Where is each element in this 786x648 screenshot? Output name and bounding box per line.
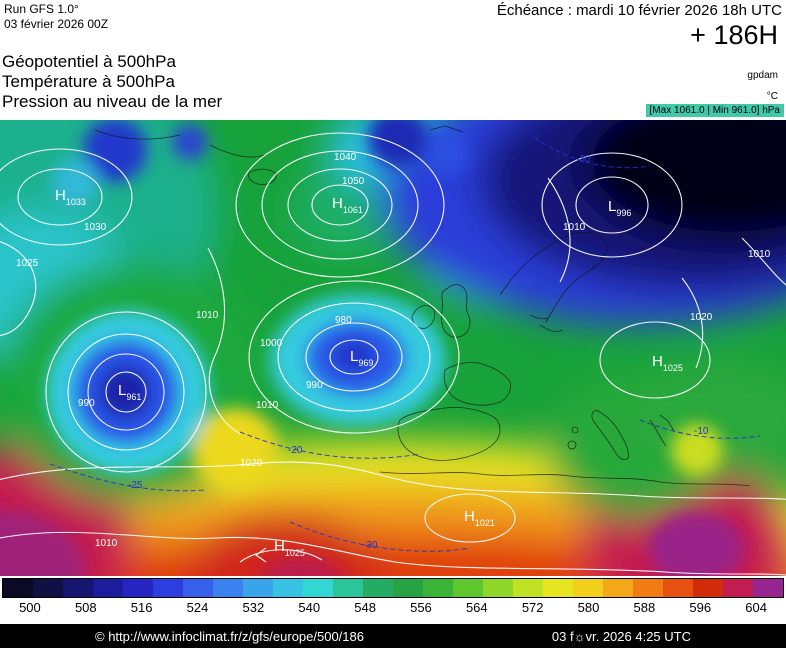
colorbar-cell <box>513 579 543 597</box>
colorbar-cell <box>63 579 93 597</box>
colorbar-label: 500 <box>19 599 41 615</box>
colorbar-cell <box>663 579 693 597</box>
isobar-label: 1010 <box>95 538 118 549</box>
param-temperature: Température à 500hPa <box>2 72 175 91</box>
colorbar-label: 588 <box>633 599 656 615</box>
unit-gpdam: gpdam <box>747 70 778 81</box>
colorbar-label: 596 <box>689 599 712 615</box>
temperature-label: -20 <box>288 445 303 456</box>
colorbar-cell <box>603 579 633 597</box>
valid-time: Échéance : mardi 10 février 2026 18h UTC <box>496 2 782 19</box>
generation-datetime: 03 f☼vr. 2026 4:25 UTC <box>551 628 691 644</box>
isobar-label: 1020 <box>240 458 263 469</box>
colorbar-cell <box>393 579 423 597</box>
minmax-pressure: [Max 1061.0 | Min 961.0] hPa <box>645 104 784 117</box>
colorbar-cell <box>543 579 573 597</box>
colorbar <box>2 578 784 598</box>
colorbar-cell <box>273 579 303 597</box>
colorbar-label: 540 <box>298 599 321 615</box>
colorbar-cell <box>33 579 63 597</box>
footer-bar: © http://www.infoclimat.fr/z/gfs/europe/… <box>0 624 786 648</box>
isobar-label: 980 <box>335 315 352 326</box>
isobar-label: 1010 <box>748 249 771 260</box>
colorbar-cell <box>213 579 243 597</box>
isobar-label: 1020 <box>690 312 713 323</box>
colorbar-cell <box>453 579 483 597</box>
colorbar-cell <box>93 579 123 597</box>
temperature-label: -30 <box>363 540 378 551</box>
temperature-label: -10 <box>694 426 709 437</box>
colorbar-label: 516 <box>130 599 153 615</box>
run-date: 03 février 2026 00Z <box>4 17 109 31</box>
unit-temperature: °C <box>766 91 778 102</box>
colorbar-label: 508 <box>74 599 97 615</box>
isobar-label: 1000 <box>260 338 283 349</box>
run-info: Run GFS 1.0° 03 février 2026 00Z <box>4 2 108 32</box>
colorbar-cell <box>243 579 273 597</box>
param-geopotential: Géopotentiel à 500hPa <box>2 52 176 71</box>
colorbar-cell <box>423 579 453 597</box>
colorbar-label: 564 <box>465 599 488 615</box>
colorbar-cell <box>633 579 663 597</box>
isobar-label: 1025 <box>16 258 39 269</box>
isobar-label: 1030 <box>84 222 107 233</box>
colorbar-cell <box>483 579 513 597</box>
colorbar-cell <box>123 579 153 597</box>
colorbar-label: 604 <box>745 599 767 615</box>
coastlines <box>94 125 751 487</box>
temperature-label: -25 <box>128 480 143 491</box>
colorbar-cell <box>3 579 33 597</box>
colorbar-cell <box>363 579 393 597</box>
colorbar-label: 532 <box>242 599 265 615</box>
isobar-label: 990 <box>306 380 323 391</box>
temperature-label: -30 <box>576 154 591 165</box>
copyright-url: © http://www.infoclimat.fr/z/gfs/europe/… <box>95 628 364 644</box>
colorbar-cell <box>333 579 363 597</box>
colorbar-label: 556 <box>410 599 432 615</box>
isobar-label: 990 <box>78 398 95 409</box>
colorbar-cell <box>183 579 213 597</box>
colorbar-cell <box>303 579 333 597</box>
run-model: Run GFS 1.0° <box>4 2 79 16</box>
colorbar-cell <box>723 579 753 597</box>
isobar-label: 1010 <box>256 400 279 411</box>
param-pressure: Pression au niveau de la mer <box>2 92 223 111</box>
colorbar-cell <box>753 579 783 597</box>
header: Run GFS 1.0° 03 février 2026 00Z Échéanc… <box>0 0 786 120</box>
colorbar-label: 548 <box>354 599 376 615</box>
parameter-list: Géopotentiel à 500hPa Température à 500h… <box>2 52 222 112</box>
colorbar-cell <box>153 579 183 597</box>
colorbar-label: 580 <box>577 599 600 615</box>
map-area: H1033 H1061 L996 L969 H1025 L961 H1021 H1025 104… <box>0 120 786 576</box>
colorbar-cell <box>693 579 723 597</box>
temperature-contours <box>49 137 761 552</box>
isobar-label: 1010 <box>196 310 219 321</box>
colorbar-cell <box>573 579 603 597</box>
colorbar-label: 572 <box>521 599 544 615</box>
forecast-hour: + 186H <box>690 20 778 50</box>
colorbar-labels: 500 508 516 524 532 540 548 556 564 572 580 588 596 6… <box>2 598 784 616</box>
isobar-label: 1040 <box>334 152 357 163</box>
isobar-label: 1010 <box>563 222 586 233</box>
isobar-label: 1050 <box>342 176 365 187</box>
isobar-contours <box>0 132 786 576</box>
colorbar-label: 524 <box>186 599 209 615</box>
